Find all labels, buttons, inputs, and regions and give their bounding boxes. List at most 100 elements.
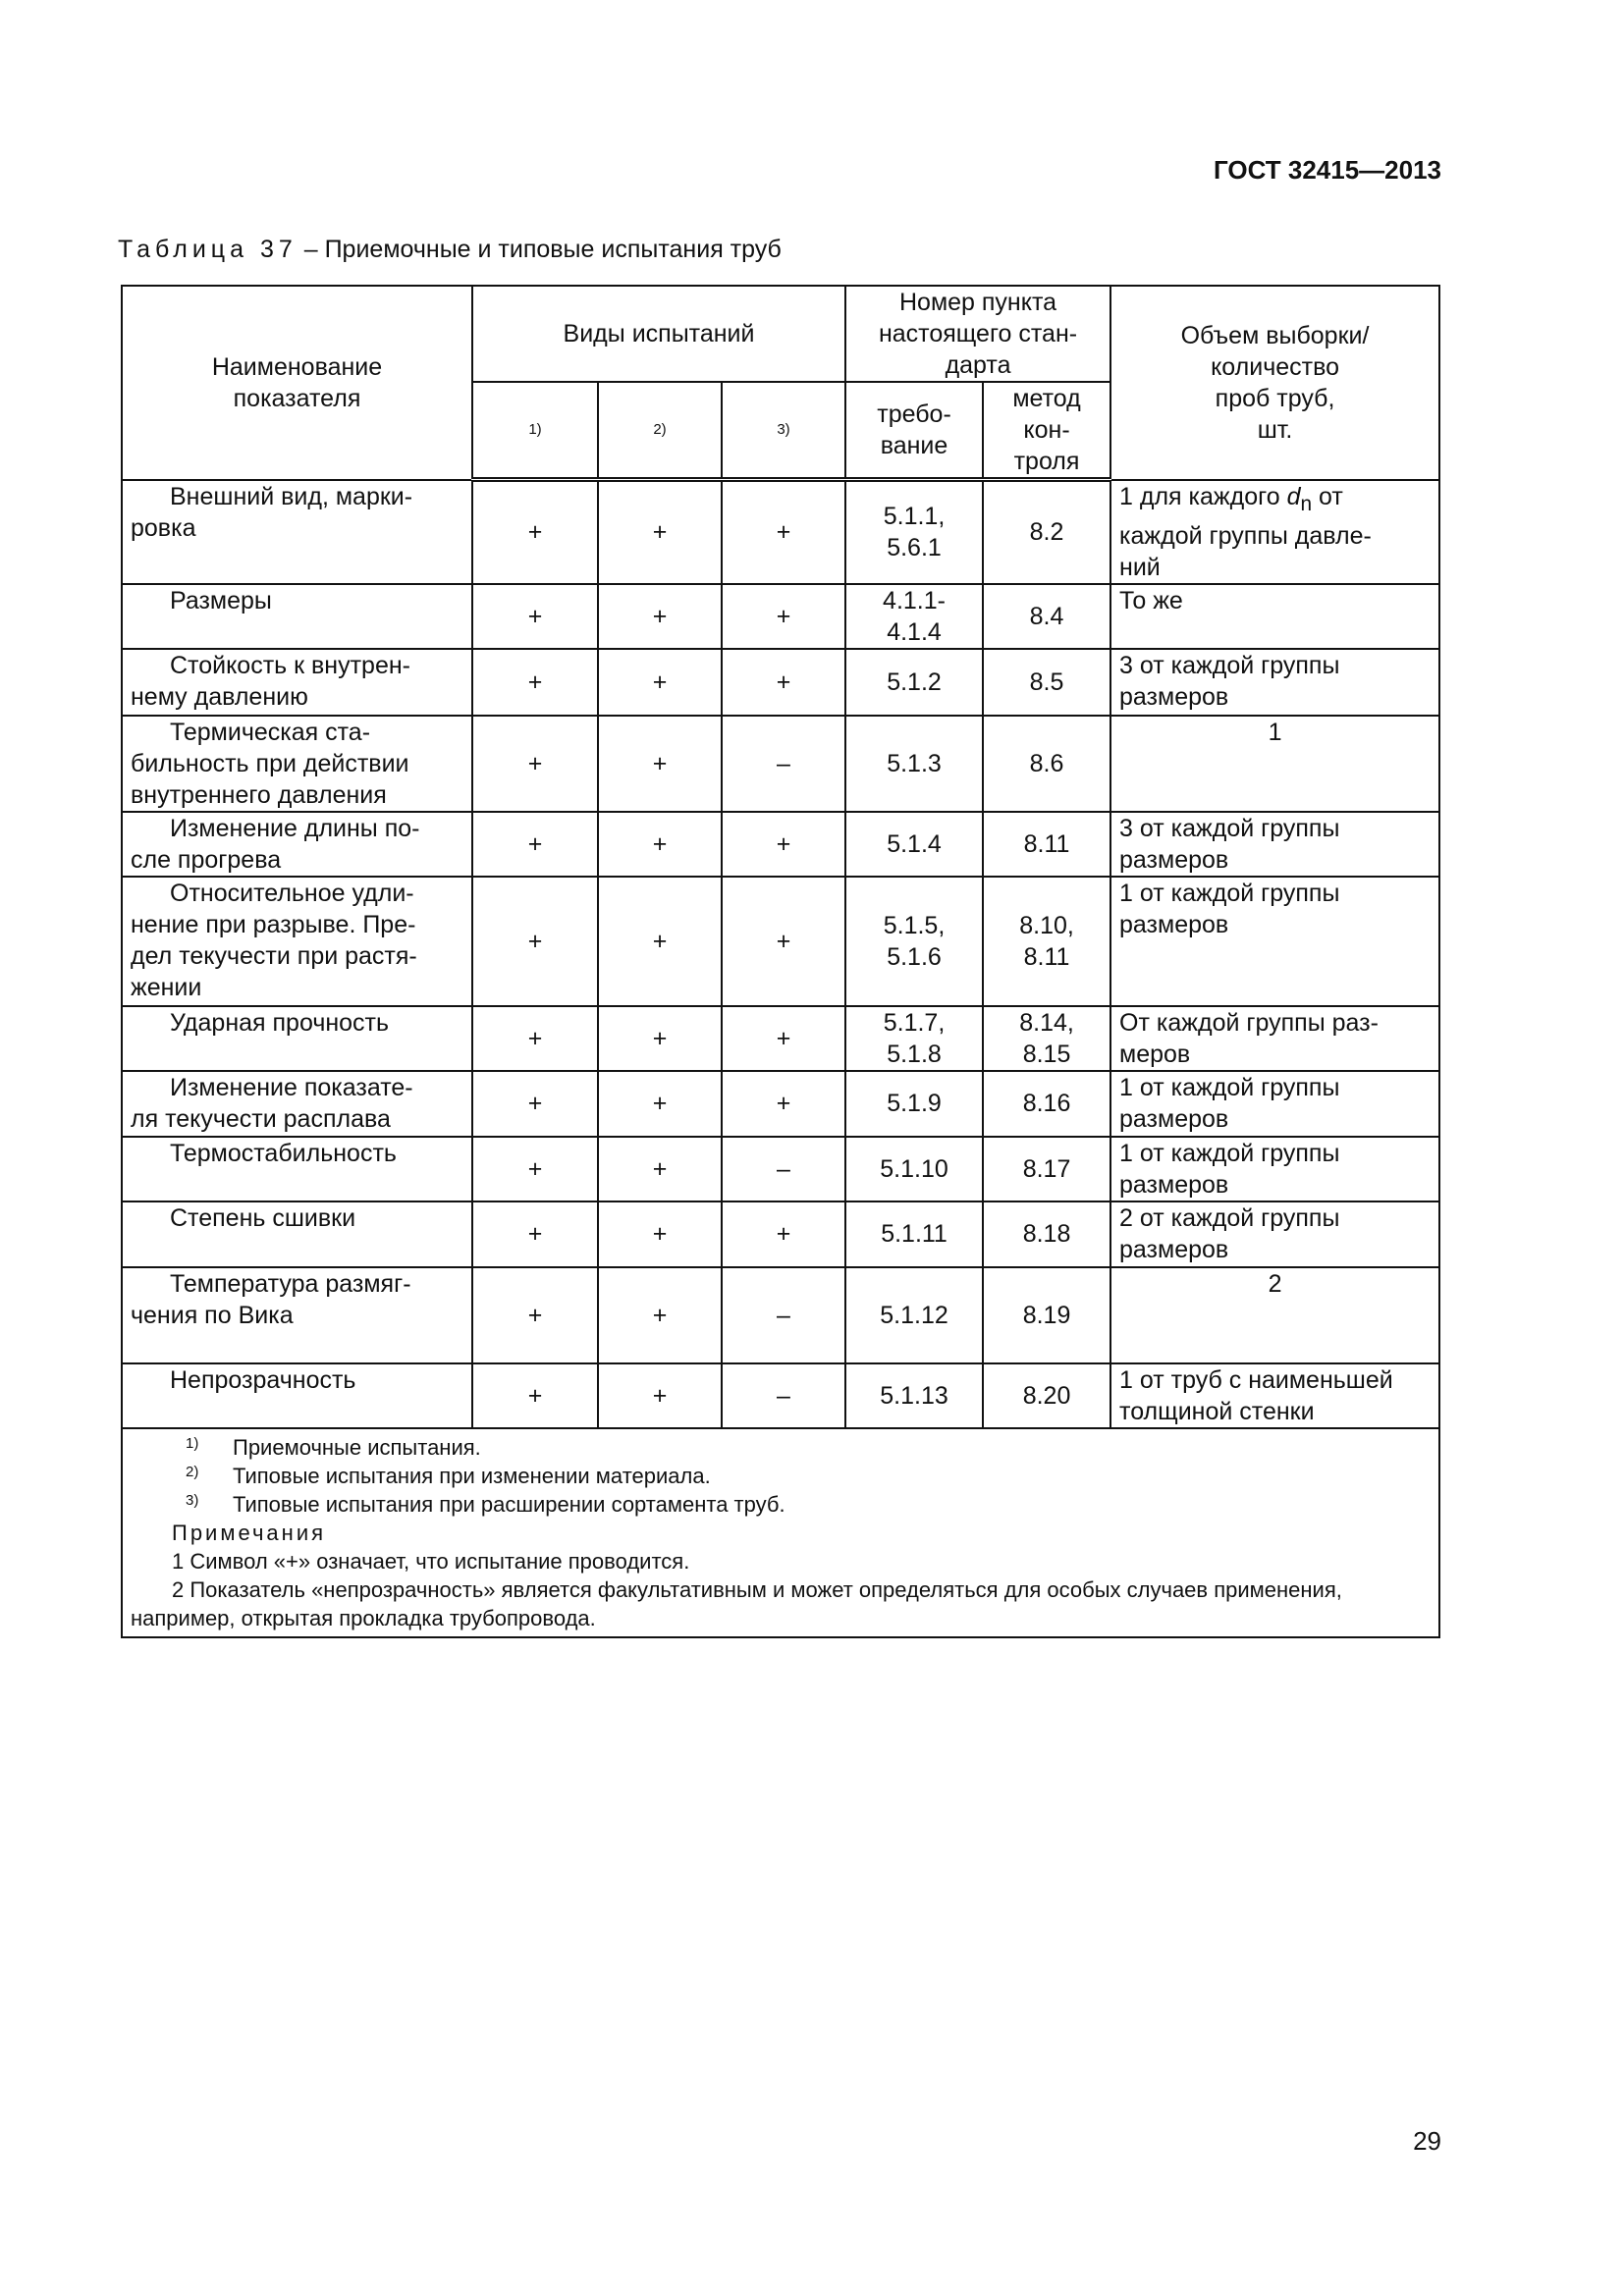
method-clause: 8.18 [982, 1200, 1112, 1268]
test-1-mark: + [471, 582, 599, 650]
indicator-name: Термостабильность [121, 1135, 473, 1202]
table-row: Изменение длины по- сле прогрева + + +5.1.4… [121, 810, 1441, 878]
notes-title: Примечания [172, 1520, 327, 1545]
document-id: ГОСТ 32415—2013 [1214, 155, 1441, 185]
requirement-clause: 5.1.2 [844, 647, 985, 717]
table-row: Изменение показате- ля текучести расплав… [121, 1069, 1441, 1138]
indicator-name: Степень сшивки [121, 1200, 473, 1268]
test-2-mark: + [597, 647, 723, 717]
sample-size-part: n [1300, 492, 1313, 515]
test-2-mark: + [597, 478, 723, 585]
footnote: 3) Типовые испытания при расширении сорта… [131, 1490, 1433, 1519]
indicator-name: Размеры [121, 582, 473, 650]
method-clause: 8.5 [982, 647, 1112, 717]
requirement-clause: 5.1.3 [844, 714, 985, 813]
note-item: 2 Показатель «непрозрачность» является ф… [131, 1576, 1342, 1630]
test-1-mark: + [471, 810, 599, 878]
sample-size: 1 от каждой группы размеров [1110, 875, 1441, 1007]
method-clause: 8.6 [982, 714, 1112, 813]
test-1-mark: + [471, 478, 599, 585]
caption-label: Таблица 37 [118, 236, 298, 263]
method-clause: 8.16 [982, 1069, 1112, 1138]
table-row: Степень сшивки + + +5.1.11 8.18 2 от каждой г… [121, 1200, 1441, 1268]
test-3-mark: + [720, 478, 847, 585]
page-number: 29 [1413, 2126, 1441, 2156]
indicator-name: Температура размяг- чения по Вика [121, 1265, 473, 1364]
table-caption: Таблица 37 – Приемочные и типовые испыта… [118, 236, 782, 264]
tests-table: Наименование показателя Виды испытаний Н… [120, 285, 1441, 1638]
sample-size: От каждой группы раз- меров [1110, 1004, 1441, 1072]
sample-size: 1 для каждого dn от каждой группы давле-… [1110, 478, 1441, 585]
requirement-clause: 5.1.5, 5.1.6 [844, 875, 985, 1007]
indicator-name: Непрозрачность [121, 1362, 473, 1429]
sample-size: 3 от каждой группы размеров [1110, 810, 1441, 878]
table-row: Непрозрачность + + –5.1.13 8.20 1 от труб с н… [121, 1362, 1441, 1429]
sample-size: 1 от каждой группы размеров [1110, 1069, 1441, 1138]
test-1-mark: + [471, 1004, 599, 1072]
test-1-mark: + [471, 1135, 599, 1202]
table-row: Термическая ста- бильность при действии … [121, 714, 1441, 813]
indicator-name: Внешний вид, марки- ровка [121, 478, 473, 585]
test-2-mark: + [597, 1069, 723, 1138]
requirement-clause: 5.1.11 [844, 1200, 985, 1268]
test-3-mark: – [720, 1362, 847, 1429]
sample-size: 1 от труб с наименьшей толщиной стенки [1110, 1362, 1441, 1429]
test-3-mark: + [720, 1069, 847, 1138]
test-2-mark: + [597, 875, 723, 1007]
test-2-mark: + [597, 1265, 723, 1364]
test-3-mark: + [720, 1004, 847, 1072]
indicator-name: Термическая ста- бильность при действии … [121, 714, 473, 813]
footnote-mark: 2) [186, 1463, 199, 1480]
table-row: Стойкость к внутрен- нему давлению + + +5.1… [121, 647, 1441, 717]
table-row: Температура размяг- чения по Вика + + –5.1.… [121, 1265, 1441, 1364]
method-clause: 8.14, 8.15 [982, 1004, 1112, 1072]
table-row: Относительное удли- нение при разрыве. П… [121, 875, 1441, 1007]
requirement-clause: 5.1.12 [844, 1265, 985, 1364]
test-2-mark: + [597, 714, 723, 813]
sample-size: 2 от каждой группы размеров [1110, 1200, 1441, 1268]
test-3-mark: – [720, 714, 847, 813]
header-test-1: 1) [471, 381, 599, 482]
header-requirement: требо- вание [844, 381, 985, 482]
caption-text: – Приемочные и типовые испытания труб [297, 236, 782, 263]
test-3-mark: – [720, 1135, 847, 1202]
method-clause: 8.4 [982, 582, 1112, 650]
footnote-mark: 1) [186, 1434, 199, 1452]
test-1-mark: + [471, 1200, 599, 1268]
sample-size: 2 [1110, 1265, 1441, 1364]
header-test-3: 3) [720, 381, 847, 482]
method-clause: 8.20 [982, 1362, 1112, 1429]
test-2-mark: + [597, 1004, 723, 1072]
test-1-mark: + [471, 647, 599, 717]
test-2-mark: + [597, 1135, 723, 1202]
footnote: 1) Приемочные испытания. [131, 1433, 1433, 1462]
footnote-mark: 3) [186, 1491, 199, 1509]
sample-size: 3 от каждой группы размеров [1110, 647, 1441, 717]
test-2-mark: + [597, 582, 723, 650]
footnote: 2) Типовые испытания при изменении матери… [131, 1462, 1433, 1490]
test-1-mark: + [471, 1265, 599, 1364]
test-3-mark: + [720, 1200, 847, 1268]
test-1-mark: + [471, 1362, 599, 1429]
header-name: Наименование показателя [121, 285, 473, 481]
footnote-text: Типовые испытания при расширении сортаме… [233, 1491, 785, 1517]
table-row: Ударная прочность + + +5.1.7, 5.1.8 8.14, 8.… [121, 1004, 1441, 1072]
indicator-name: Изменение длины по- сле прогрева [121, 810, 473, 878]
indicator-name: Стойкость к внутрен- нему давлению [121, 647, 473, 717]
footnote-text: Приемочные испытания. [233, 1434, 481, 1460]
test-3-mark: + [720, 875, 847, 1007]
header-sample: Объем выборки/ количество проб труб, шт. [1110, 285, 1441, 481]
method-clause: 8.10, 8.11 [982, 875, 1112, 1007]
requirement-clause: 5.1.9 [844, 1069, 985, 1138]
method-clause: 8.19 [982, 1265, 1112, 1364]
sample-size: То же [1110, 582, 1441, 650]
header-clause: Номер пункта настоящего стан- дарта [844, 285, 1112, 383]
sample-size-part: 1 для каждого [1119, 482, 1287, 510]
notes-row: 1) Приемочные испытания. 2) Типовые испытан… [120, 1426, 1441, 1638]
method-clause: 8.11 [982, 810, 1112, 878]
method-clause: 8.17 [982, 1135, 1112, 1202]
method-clause: 8.2 [982, 478, 1112, 585]
requirement-clause: 5.1.10 [844, 1135, 985, 1202]
test-1-mark: + [471, 1069, 599, 1138]
sample-size-part: d [1286, 482, 1301, 510]
